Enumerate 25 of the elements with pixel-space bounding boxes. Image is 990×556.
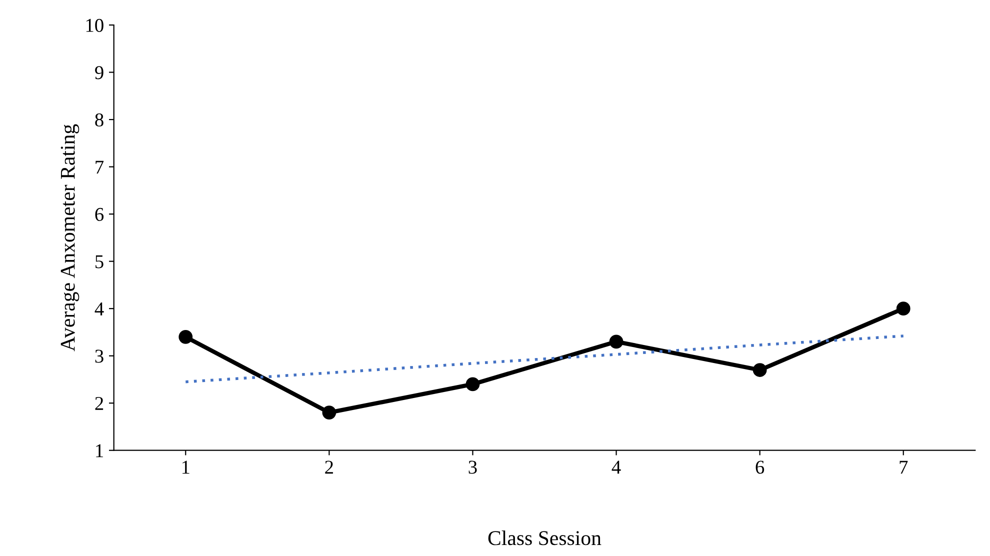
y-axis-title: Average Anxometer Rating xyxy=(60,124,80,352)
point xyxy=(609,334,624,349)
y-tick-label: 4 xyxy=(94,302,104,316)
x-axis-title: Class Session xyxy=(488,530,602,546)
y-tick-label: 10 xyxy=(86,18,104,32)
y-tick-label: 9 xyxy=(95,66,104,80)
y-tick-label: 7 xyxy=(96,160,104,174)
x-tick-label: 2 xyxy=(325,460,333,474)
x-tick-label: 4 xyxy=(612,460,621,474)
y-tick-label: 1 xyxy=(96,444,103,458)
point xyxy=(322,406,336,420)
x-tick-label: 7 xyxy=(900,460,908,474)
point xyxy=(752,363,767,377)
y-tick-label: 3 xyxy=(95,350,104,363)
point xyxy=(466,377,480,392)
y-tick-label: 6 xyxy=(95,208,104,221)
y-tick-label: 8 xyxy=(95,113,104,126)
point xyxy=(178,330,193,344)
x-tick-label: 6 xyxy=(756,460,764,474)
x-tick-label: 3 xyxy=(468,460,477,474)
x-tick-label: 1 xyxy=(182,460,190,474)
point xyxy=(896,302,910,316)
y-tick-label: 2 xyxy=(95,396,104,410)
line-series xyxy=(184,334,905,384)
y-tick-label: 5 xyxy=(96,255,104,268)
